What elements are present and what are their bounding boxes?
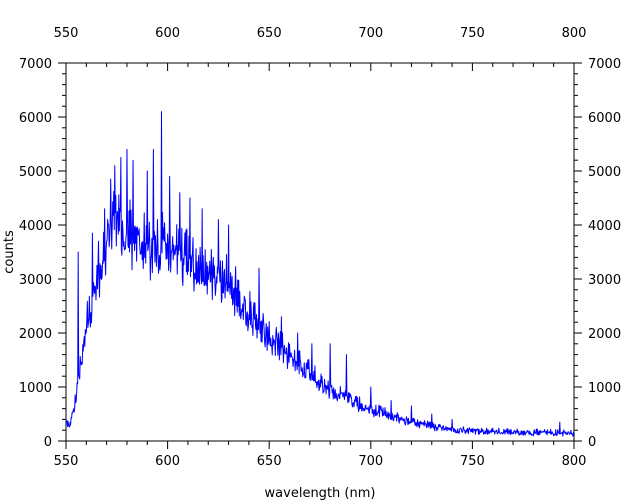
x-tick-label-top: 700 xyxy=(358,26,383,41)
plot-frame xyxy=(65,62,575,442)
x-tick-label: 700 xyxy=(358,454,383,469)
y-tick-label: 6000 xyxy=(19,111,52,126)
y-tick-label: 0 xyxy=(44,435,52,450)
y-tick-label: 2000 xyxy=(19,327,52,342)
y-tick-label-right: 4000 xyxy=(588,219,621,234)
x-tick-label: 650 xyxy=(257,454,282,469)
y-axis-title: counts xyxy=(2,230,17,274)
y-tick-label: 4000 xyxy=(19,219,52,234)
x-tick-label: 750 xyxy=(460,454,485,469)
x-tick-label: 550 xyxy=(54,454,79,469)
x-tick-label: 600 xyxy=(155,454,180,469)
x-tick-label-top: 600 xyxy=(155,26,180,41)
series-line xyxy=(65,111,575,437)
y-tick-label: 1000 xyxy=(19,381,52,396)
y-tick-label: 7000 xyxy=(19,57,52,72)
y-tick-label-right: 1000 xyxy=(588,381,621,396)
y-tick-label-right: 5000 xyxy=(588,165,621,180)
y-tick-label: 5000 xyxy=(19,165,52,180)
y-tick-label-right: 7000 xyxy=(588,57,621,72)
y-tick-label-right: 3000 xyxy=(588,273,621,288)
y-tick-label: 3000 xyxy=(19,273,52,288)
x-tick-label-top: 750 xyxy=(460,26,485,41)
x-axis-title: wavelength (nm) xyxy=(265,486,376,501)
x-tick-label-top: 650 xyxy=(257,26,282,41)
y-tick-label-right: 2000 xyxy=(588,327,621,342)
x-tick-label-top: 800 xyxy=(562,26,587,41)
x-tick-label-top: 550 xyxy=(54,26,79,41)
x-tick-label: 800 xyxy=(562,454,587,469)
axis-ticks xyxy=(58,62,582,449)
y-tick-label-right: 0 xyxy=(588,435,596,450)
y-tick-label-right: 6000 xyxy=(588,111,621,126)
